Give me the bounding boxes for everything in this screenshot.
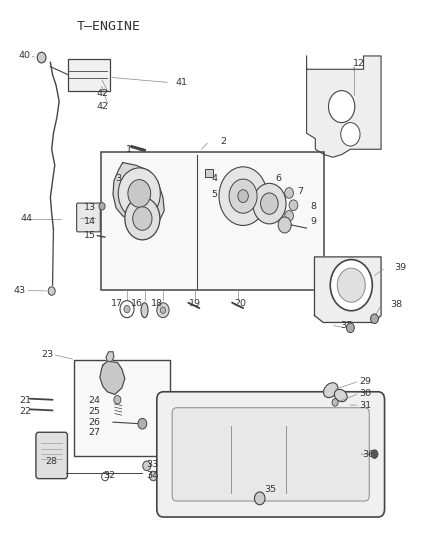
Circle shape (118, 168, 160, 219)
Text: 12: 12 (353, 60, 365, 68)
Circle shape (330, 260, 372, 311)
Text: 37: 37 (340, 321, 352, 329)
Circle shape (149, 471, 157, 481)
Text: 21: 21 (19, 397, 32, 405)
Circle shape (253, 183, 286, 224)
FancyBboxPatch shape (36, 432, 67, 479)
Circle shape (128, 180, 151, 207)
Text: 22: 22 (19, 407, 32, 416)
Circle shape (133, 207, 152, 230)
Polygon shape (106, 352, 114, 361)
Text: 14: 14 (84, 217, 96, 225)
Circle shape (120, 301, 134, 318)
Circle shape (138, 418, 147, 429)
Text: 26: 26 (88, 418, 100, 426)
Text: 28: 28 (46, 457, 58, 465)
Circle shape (99, 203, 105, 210)
Polygon shape (100, 361, 125, 394)
Circle shape (229, 179, 257, 213)
Circle shape (143, 461, 151, 471)
Text: 19: 19 (189, 300, 201, 308)
Polygon shape (307, 56, 381, 157)
Text: 42: 42 (97, 102, 109, 111)
Circle shape (261, 193, 278, 214)
Text: 30: 30 (359, 389, 371, 398)
Text: 7: 7 (297, 188, 303, 196)
Circle shape (37, 52, 46, 63)
Text: 38: 38 (390, 301, 403, 309)
Text: 2: 2 (220, 137, 226, 146)
Circle shape (238, 190, 248, 203)
Ellipse shape (324, 383, 338, 398)
Text: 35: 35 (265, 485, 277, 494)
Circle shape (371, 314, 378, 324)
Circle shape (371, 450, 378, 458)
Text: 44: 44 (20, 214, 32, 223)
Circle shape (102, 472, 109, 481)
Ellipse shape (334, 389, 347, 402)
Text: 11: 11 (145, 224, 157, 232)
Text: 8: 8 (310, 203, 316, 211)
Text: 25: 25 (88, 407, 100, 416)
Text: 10: 10 (143, 209, 155, 217)
Circle shape (125, 197, 160, 240)
Ellipse shape (141, 303, 148, 318)
Text: 36: 36 (362, 450, 374, 458)
Circle shape (48, 287, 55, 295)
Text: 15: 15 (84, 231, 96, 240)
Text: 5: 5 (212, 190, 218, 199)
Text: 16: 16 (131, 300, 143, 308)
Circle shape (285, 188, 293, 198)
FancyBboxPatch shape (157, 392, 385, 517)
Circle shape (328, 91, 355, 123)
Text: 34: 34 (146, 471, 159, 480)
Text: 31: 31 (359, 401, 371, 409)
Text: 18: 18 (151, 300, 163, 308)
Polygon shape (113, 163, 164, 223)
Circle shape (157, 303, 169, 318)
Circle shape (346, 323, 354, 333)
Text: 6: 6 (275, 174, 281, 183)
Circle shape (254, 492, 265, 505)
Circle shape (114, 395, 121, 404)
Circle shape (160, 307, 166, 313)
Text: 9: 9 (310, 217, 316, 225)
Text: 17: 17 (111, 300, 124, 308)
Text: 27: 27 (88, 429, 100, 437)
Circle shape (278, 217, 291, 233)
FancyBboxPatch shape (172, 408, 369, 501)
Circle shape (341, 123, 360, 146)
Text: 32: 32 (103, 471, 116, 480)
Text: 33: 33 (146, 461, 159, 469)
Text: 3: 3 (115, 174, 121, 183)
Text: T–ENGINE: T–ENGINE (77, 20, 141, 33)
Text: 39: 39 (395, 263, 407, 272)
Circle shape (289, 200, 298, 211)
Circle shape (332, 399, 338, 406)
Text: 23: 23 (41, 350, 53, 359)
Text: 42: 42 (97, 89, 109, 98)
Text: 29: 29 (359, 377, 371, 385)
Bar (74, 360, 170, 456)
Circle shape (124, 305, 130, 313)
Text: 1: 1 (126, 145, 132, 154)
Text: 13: 13 (84, 204, 96, 212)
Bar (205, 169, 213, 177)
Text: 40: 40 (18, 52, 30, 60)
FancyBboxPatch shape (77, 203, 100, 232)
Bar (68, 59, 110, 91)
Text: 24: 24 (88, 397, 100, 405)
Circle shape (337, 268, 365, 302)
Circle shape (285, 211, 293, 221)
Circle shape (219, 167, 267, 225)
Polygon shape (314, 257, 381, 322)
Text: 4: 4 (212, 174, 218, 183)
Bar (101, 152, 324, 290)
Text: 20: 20 (234, 300, 246, 308)
Text: 43: 43 (14, 286, 26, 295)
Text: 41: 41 (176, 78, 188, 87)
